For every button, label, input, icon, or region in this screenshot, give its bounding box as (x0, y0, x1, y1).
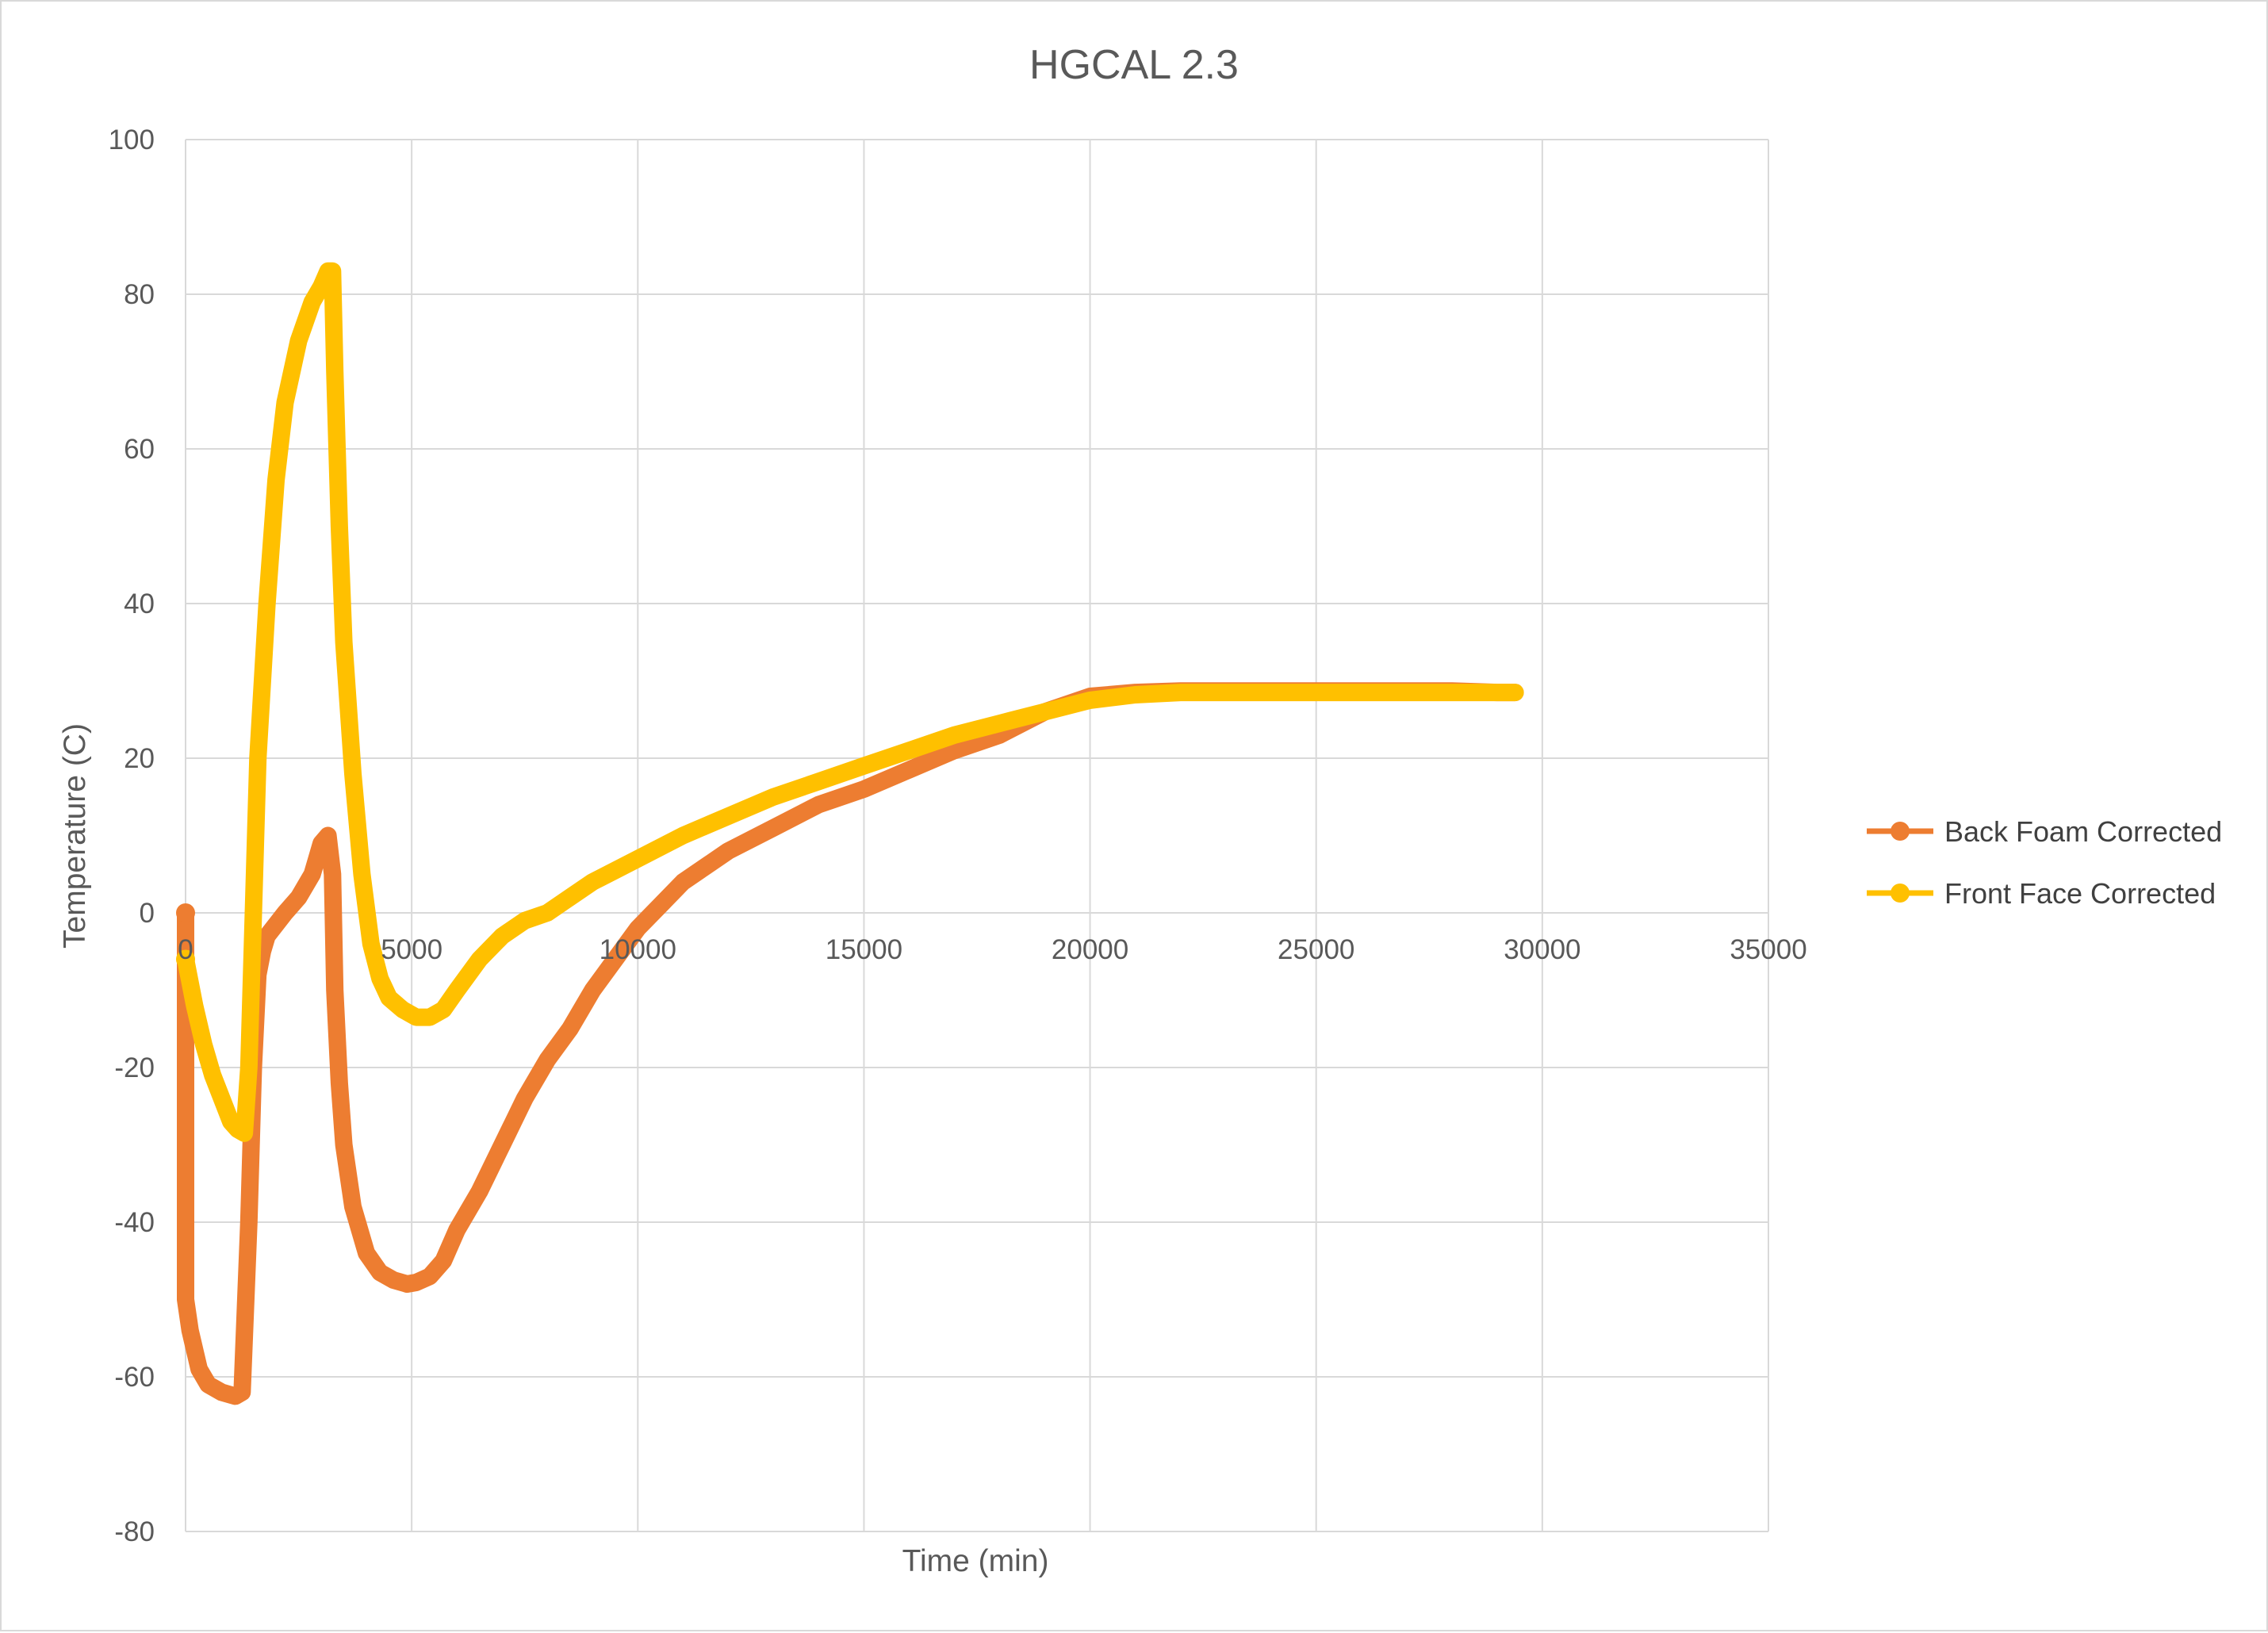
series-line (177, 262, 1524, 1142)
x-tick-label: 10000 (600, 934, 676, 965)
y-tick-label: 100 (109, 125, 155, 155)
legend-marker (1891, 822, 1910, 841)
y-tick-label: -80 (114, 1516, 155, 1547)
x-axis-title: Time (min) (902, 1544, 1049, 1578)
x-tick-label: 20000 (1052, 934, 1128, 965)
x-tick-label: 15000 (826, 934, 902, 965)
axes (185, 140, 1768, 1531)
y-tick-label: -20 (114, 1052, 155, 1083)
series-front-face (176, 262, 1524, 1142)
y-tick-label: 20 (124, 743, 155, 774)
y-tick-label: 60 (124, 434, 155, 465)
legend: Back Foam Corrected Front Face Corrected (1867, 815, 2222, 910)
legend-entry: Front Face Corrected (1867, 877, 2216, 910)
x-tick-label: 30000 (1504, 934, 1580, 965)
x-tick-label: 35000 (1730, 934, 1806, 965)
y-tick-label: 80 (124, 279, 155, 310)
series-back-foam (176, 682, 1524, 1405)
chart-title: HGCAL 2.3 (1029, 42, 1239, 88)
data-point (176, 949, 195, 969)
x-tick-label: 25000 (1278, 934, 1354, 965)
legend-label: Back Foam Corrected (1944, 815, 2222, 848)
legend-marker (1891, 884, 1910, 903)
y-tick-label: 40 (124, 588, 155, 619)
y-tick-label: -40 (114, 1207, 155, 1238)
gridlines (186, 139, 1769, 1532)
y-tick-label: 0 (140, 898, 155, 929)
y-tick-label: -60 (114, 1362, 155, 1393)
legend-entry: Back Foam Corrected (1867, 815, 2222, 848)
x-tick-label: 0 (178, 934, 193, 965)
series-lines (176, 262, 1524, 1405)
data-point (176, 903, 195, 922)
tick-labels: -80 -60 -40 -20 0 20 40 60 80 100 0 5000 10000 15000 2… (109, 125, 1807, 1547)
legend-label: Front Face Corrected (1944, 877, 2216, 910)
y-axis-title: Temperature (C) (58, 723, 92, 949)
x-tick-label: 5000 (381, 934, 442, 965)
